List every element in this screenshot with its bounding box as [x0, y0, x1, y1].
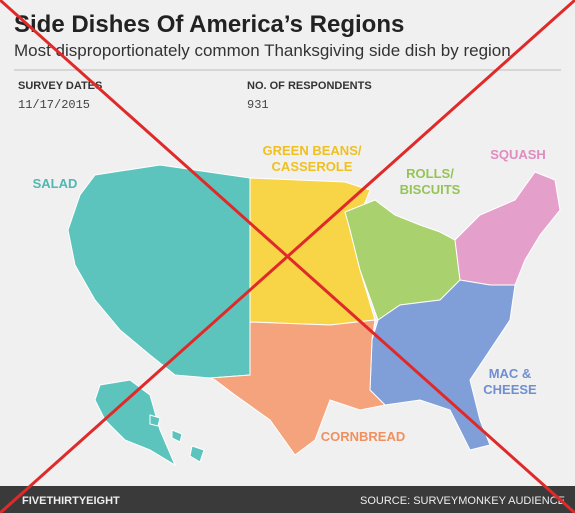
region-shape	[209, 319, 387, 456]
region-label: CASSEROLE	[272, 159, 353, 174]
meta-label: SURVEY DATES	[18, 80, 102, 92]
region-label: GREEN BEANS/	[263, 143, 362, 158]
region-labels: SALAD GREEN BEANS/CASSEROLE ROLLS/BISCUITS…	[33, 143, 546, 444]
subtitle: Most disproportionately common Thanksgiv…	[14, 41, 511, 60]
region-label: CORNBREAD	[321, 429, 406, 444]
region-label: BISCUITS	[400, 182, 461, 197]
region-shape	[149, 414, 161, 427]
map	[67, 164, 561, 467]
region-label: SALAD	[33, 176, 78, 191]
source: SOURCE: SURVEYMONKEY AUDIENCE	[360, 495, 565, 507]
region-label: ROLLS/	[406, 166, 454, 181]
meta-value: 931	[247, 98, 269, 112]
region-shape	[189, 445, 205, 463]
title: Side Dishes Of America’s Regions	[14, 11, 404, 38]
region-label: SQUASH	[490, 147, 546, 162]
region-shape	[171, 429, 183, 443]
meta-value: 11/17/2015	[18, 98, 90, 112]
meta-label: NO. OF RESPONDENTS	[247, 80, 372, 92]
footer-bar	[0, 486, 575, 513]
brand: FIVETHIRTYEIGHT	[22, 495, 120, 507]
region-label: CHEESE	[483, 382, 537, 397]
region-label: MAC &	[489, 366, 532, 381]
